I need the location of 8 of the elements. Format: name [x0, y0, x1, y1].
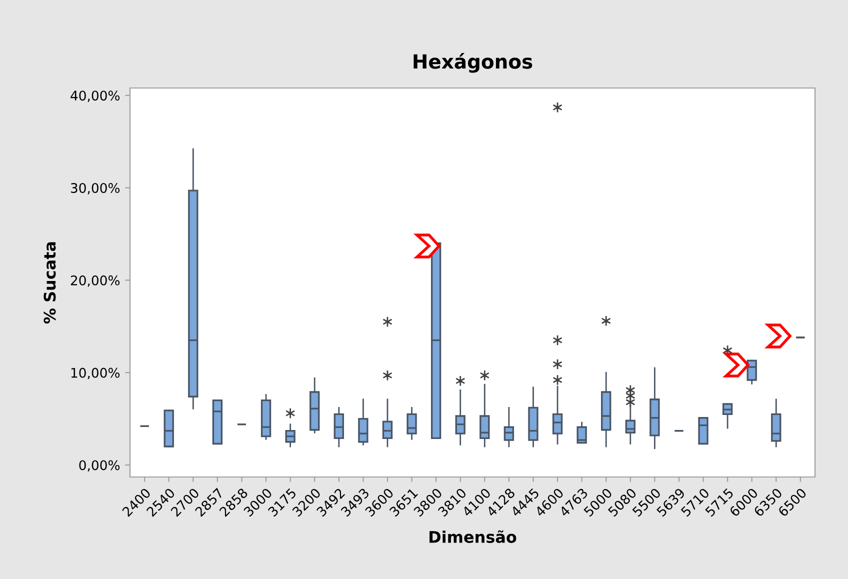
y-tick-label: 0,00%: [79, 460, 120, 472]
y-axis-title: % Sucata: [44, 242, 56, 324]
chart-title: Hexágonos: [414, 53, 532, 73]
y-tick-label: 40,00%: [70, 90, 120, 102]
y-tick-label: 30,00%: [70, 183, 120, 194]
y-tick-label: 10,00%: [71, 368, 120, 380]
y-tick-label: 20,00%: [70, 275, 120, 287]
x-axis-title: Dimensão: [430, 530, 516, 543]
